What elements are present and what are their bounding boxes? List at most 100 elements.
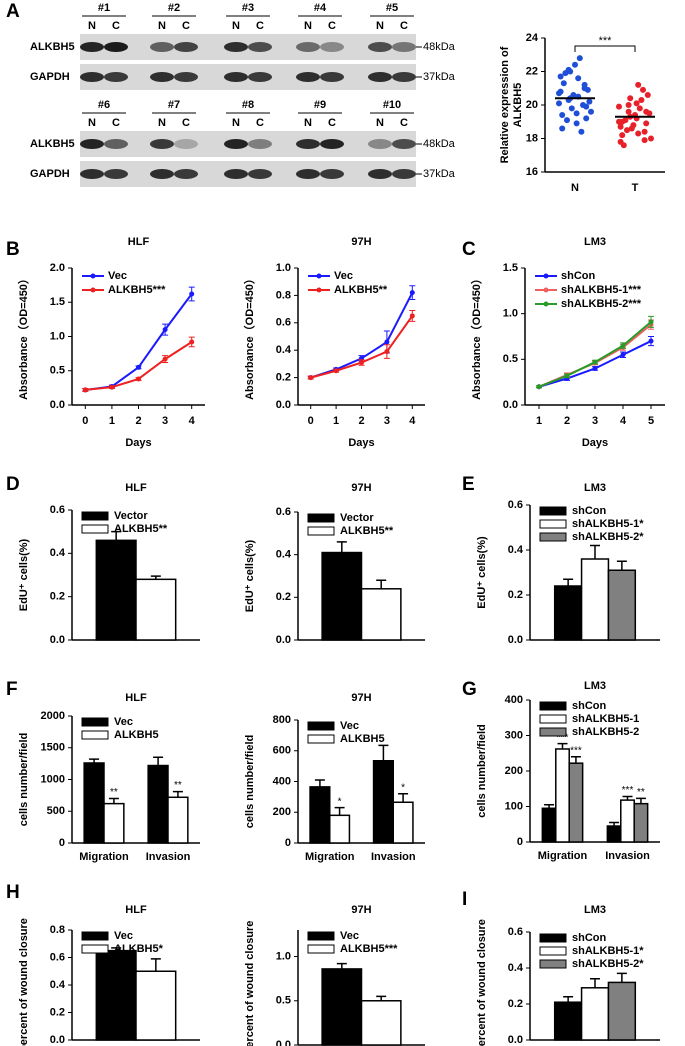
y-tick-label: 0 bbox=[285, 837, 291, 849]
y-axis-label: EdU⁺ cells(%) bbox=[244, 539, 256, 612]
panel-label: D bbox=[6, 474, 20, 495]
x-tick-label: Invasion bbox=[371, 851, 416, 863]
y-axis-label: Absorbance（OD=450） bbox=[243, 273, 256, 400]
legend-swatch bbox=[307, 721, 335, 731]
lane-label: N bbox=[376, 20, 384, 32]
bar bbox=[607, 569, 637, 641]
chart-title: 97H bbox=[351, 236, 371, 248]
error-bar bbox=[150, 575, 161, 580]
y-tick-label: 1500 bbox=[41, 742, 65, 754]
y-axis-label: ALKBH5 bbox=[512, 83, 524, 128]
y-tick-label: 1.5 bbox=[503, 262, 518, 274]
bar bbox=[103, 802, 125, 844]
legend-swatch bbox=[539, 532, 567, 542]
legend-label: Vector bbox=[340, 512, 374, 524]
error-bar bbox=[153, 756, 164, 766]
band bbox=[224, 139, 248, 149]
error-bar bbox=[563, 996, 574, 1003]
series-line bbox=[85, 293, 193, 391]
y-tick-label: 0.6 bbox=[276, 506, 291, 518]
band bbox=[174, 42, 198, 52]
band bbox=[392, 139, 416, 149]
series-line bbox=[538, 321, 652, 388]
y-tick-label: 0.4 bbox=[50, 979, 66, 991]
y-tick-label: 0.4 bbox=[276, 344, 292, 356]
y-tick-label: 0.0 bbox=[276, 399, 291, 411]
data-point bbox=[556, 100, 562, 107]
band bbox=[368, 139, 392, 149]
x-axis-label: Days bbox=[348, 437, 374, 449]
bar bbox=[135, 578, 177, 641]
error-bar bbox=[150, 958, 161, 972]
band bbox=[296, 139, 320, 149]
legend-marker bbox=[90, 287, 96, 293]
data-point bbox=[620, 142, 627, 149]
bar bbox=[392, 801, 414, 844]
legend-swatch bbox=[539, 959, 567, 969]
data-point bbox=[560, 80, 567, 87]
lane-label: C bbox=[328, 117, 336, 129]
legend-marker bbox=[316, 287, 322, 293]
data-point bbox=[648, 135, 654, 142]
error-bar bbox=[334, 806, 345, 816]
band bbox=[150, 42, 174, 52]
y-tick-label: 0.2 bbox=[276, 372, 291, 384]
x-tick-label: 0 bbox=[308, 415, 314, 427]
y-tick-label: 600 bbox=[273, 745, 291, 757]
significance: *** bbox=[557, 732, 569, 743]
data-point bbox=[189, 339, 195, 345]
bar bbox=[321, 968, 363, 1046]
data-point bbox=[633, 100, 640, 107]
y-tick-label: 0.2 bbox=[50, 1006, 65, 1018]
data-point bbox=[409, 313, 415, 319]
data-point bbox=[564, 117, 570, 124]
band bbox=[104, 139, 128, 149]
data-point bbox=[584, 86, 591, 93]
data-point bbox=[333, 368, 339, 374]
data-point bbox=[384, 349, 390, 355]
lane-label: C bbox=[400, 117, 408, 129]
lane-label: N bbox=[232, 20, 240, 32]
chart-title: HLF bbox=[125, 482, 147, 494]
legend-marker bbox=[543, 273, 549, 279]
legend-label: ALKBH5 bbox=[340, 733, 385, 745]
bar bbox=[147, 764, 169, 844]
band bbox=[296, 169, 320, 179]
data-point bbox=[162, 356, 168, 362]
bar bbox=[360, 588, 402, 641]
y-tick-label: 400 bbox=[505, 694, 523, 706]
data-point bbox=[576, 55, 583, 62]
y-tick-label: 22 bbox=[526, 65, 538, 77]
bar bbox=[553, 585, 583, 641]
panel-label: I bbox=[462, 889, 467, 910]
error-bar bbox=[376, 579, 387, 589]
data-point bbox=[583, 103, 590, 110]
significance: * bbox=[401, 782, 405, 793]
data-point bbox=[409, 290, 415, 296]
series-line bbox=[538, 323, 652, 388]
panel-label: B bbox=[6, 239, 20, 260]
significance: ** bbox=[174, 780, 182, 791]
band bbox=[80, 139, 104, 149]
y-axis-label: cells number/field bbox=[18, 733, 30, 827]
band bbox=[174, 169, 198, 179]
data-point bbox=[536, 384, 542, 390]
x-tick-label: 3 bbox=[162, 415, 168, 427]
sample-label: #1 bbox=[98, 2, 110, 14]
bar bbox=[555, 748, 570, 843]
band bbox=[150, 72, 174, 82]
sample-label: #3 bbox=[242, 2, 254, 14]
lane-label: C bbox=[256, 117, 264, 129]
bar bbox=[541, 807, 557, 843]
legend-label: shALKBH5-1* bbox=[572, 518, 644, 530]
y-tick-label: 0.2 bbox=[508, 589, 523, 601]
data-point bbox=[592, 365, 598, 371]
data-point bbox=[570, 91, 577, 98]
data-point bbox=[572, 61, 578, 68]
error-bar bbox=[111, 530, 122, 541]
sample-label: #9 bbox=[314, 99, 326, 111]
legend-label: Vec bbox=[114, 716, 133, 728]
significance: ** bbox=[637, 787, 645, 798]
y-tick-label: 0.0 bbox=[276, 634, 291, 646]
bar bbox=[360, 1000, 402, 1046]
